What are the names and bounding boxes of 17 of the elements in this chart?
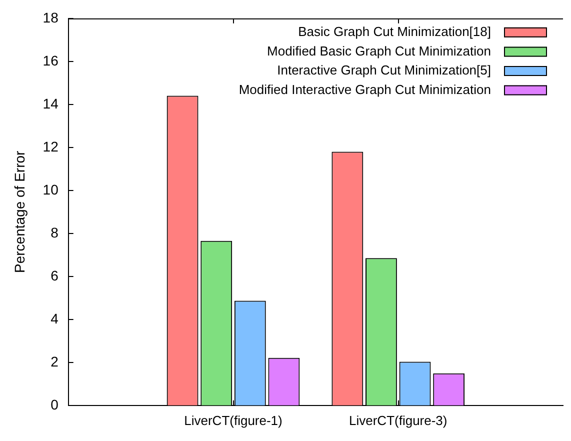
y-tick-label: 18: [42, 9, 59, 26]
y-axis-title: Percentage of Error: [11, 150, 28, 273]
legend-label: Interactive Graph Cut Minimization[5]: [277, 62, 491, 78]
x-tick-label: LiverCT(figure-3): [349, 412, 448, 428]
y-tick-label: 10: [42, 181, 59, 198]
y-tick-label: 2: [50, 353, 59, 370]
y-tick-label: 12: [42, 138, 59, 154]
x-tick-label: LiverCT(figure-1): [184, 412, 282, 428]
y-tick-label: 8: [50, 224, 59, 240]
y-tick-label: 0: [50, 396, 59, 412]
y-tick-label: 16: [42, 52, 59, 68]
y-tick-label: 14: [42, 95, 59, 112]
legend-label: Modified Basic Graph Cut Minimization: [267, 43, 491, 58]
y-tick-label: 4: [50, 310, 59, 326]
legend-label: Modified Interactive Graph Cut Minimization: [238, 82, 491, 97]
y-tick-label: 6: [50, 267, 59, 284]
legend-label: Basic Graph Cut Minimization[18]: [298, 24, 491, 39]
